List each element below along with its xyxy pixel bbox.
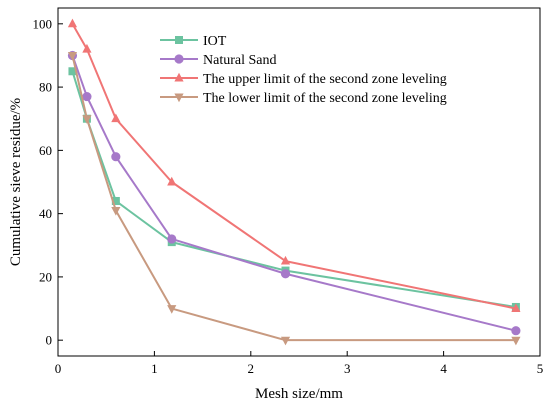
series-1-point-5	[511, 326, 521, 336]
x-tick-label-1: 1	[151, 361, 158, 376]
legend-entry-0: IOT	[160, 34, 227, 49]
series-3-point-4	[280, 336, 291, 346]
legend-swatch-marker-2	[174, 72, 184, 82]
series-1-point-1	[82, 91, 92, 102]
series-layer	[67, 18, 521, 346]
legend-entry-1: Natural Sand	[160, 53, 276, 68]
y-tick-label-0: 0	[46, 333, 53, 348]
legend-label-0: IOT	[203, 34, 227, 49]
legend-label-2: The upper limit of the second zone level…	[203, 72, 447, 87]
series-0-point-0	[68, 67, 77, 76]
series-3-point-1	[82, 115, 92, 124]
x-axis-title: Mesh size/mm	[255, 386, 343, 402]
series-2	[67, 18, 521, 312]
series-1-point-4	[280, 269, 291, 279]
legend-entry-3: The lower limit of the second zone level…	[160, 91, 447, 106]
x-tick-label-5: 5	[537, 361, 544, 376]
series-3-point-3	[167, 305, 177, 314]
x-tick-label-4: 4	[440, 361, 447, 376]
legend-label-1: Natural Sand	[203, 53, 276, 68]
series-2-line	[71, 23, 517, 310]
axis-ticks: 0 1 2 3 4 5 0 20 40 60 80 100	[33, 16, 544, 376]
y-tick-label-5: 100	[33, 16, 53, 31]
x-tick-label-2: 2	[248, 361, 255, 376]
legend-swatch-marker-0	[175, 36, 183, 44]
legend-swatch-marker-1	[174, 54, 184, 64]
series-1-point-3	[167, 234, 177, 244]
series-3-point-2	[111, 207, 121, 216]
legend-entry-2: The upper limit of the second zone level…	[160, 72, 447, 87]
legend: IOT Natural Sand The upper limit of the se…	[160, 34, 447, 106]
series-2-point-2	[111, 113, 121, 123]
series-2-point-1	[82, 43, 92, 53]
series-2-point-0	[67, 18, 78, 28]
series-3	[67, 52, 521, 346]
legend-label-3: The lower limit of the second zone level…	[203, 91, 447, 106]
series-3-line	[71, 55, 516, 342]
series-2-point-4	[280, 255, 291, 265]
series-2-point-5	[511, 303, 521, 312]
series-1-line	[71, 55, 517, 332]
y-axis-title: Cumulative sieve residue/%	[8, 98, 24, 266]
series-1	[67, 50, 521, 336]
series-3-point-0	[67, 52, 78, 61]
series-1-point-2	[111, 152, 121, 162]
x-tick-label-3: 3	[344, 361, 351, 376]
y-tick-label-1: 20	[39, 269, 52, 284]
legend-swatch-marker-3	[174, 93, 184, 103]
y-tick-label-2: 40	[39, 206, 52, 221]
x-tick-label-0: 0	[55, 361, 62, 376]
plot-area	[57, 7, 541, 357]
y-tick-label-4: 80	[39, 80, 52, 95]
series-2-point-3	[167, 176, 177, 186]
y-tick-label-3: 60	[39, 143, 52, 158]
series-0-point-2	[111, 196, 120, 205]
series-3-point-5	[511, 336, 521, 346]
plot-frame	[57, 7, 541, 357]
